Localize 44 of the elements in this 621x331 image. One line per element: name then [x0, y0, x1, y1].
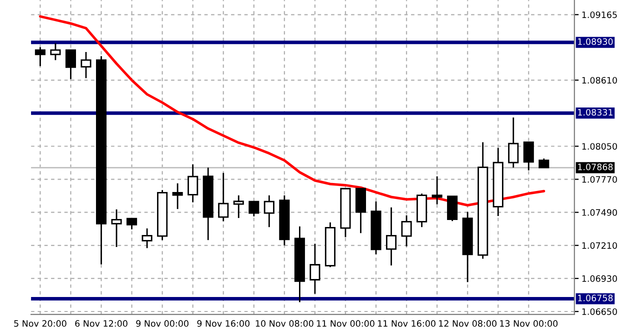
x-tick-label: 5 Nov 20:00 — [14, 320, 66, 327]
x-tick-label: 9 Nov 16:00 — [197, 320, 250, 327]
candlestick — [310, 243, 320, 294]
candlestick — [111, 208, 122, 248]
candlestick — [386, 206, 397, 266]
line-series — [38, 15, 546, 207]
candlestick — [538, 158, 550, 168]
x-tick-label: 10 Nov 08:00 — [256, 320, 314, 327]
y-tick-label: 1.07770 — [582, 176, 617, 183]
candlestick — [50, 42, 61, 61]
candlestick — [432, 176, 442, 206]
candlestick — [264, 194, 274, 228]
y-tick-label: 1.06650 — [582, 308, 617, 315]
candlestick — [65, 49, 76, 80]
candlestick — [447, 196, 458, 222]
candlestick — [233, 194, 244, 219]
candlestick — [126, 218, 138, 230]
y-tick-label: 1.06930 — [582, 275, 617, 282]
candlestick — [248, 200, 260, 218]
candlestick — [523, 142, 534, 172]
x-tick-label: 13 Nov 00:00 — [500, 320, 558, 327]
x-tick-label: 6 Nov 12:00 — [75, 320, 128, 327]
x-tick-label: 9 Nov 00:00 — [136, 320, 188, 327]
y-tick-label: 1.09165 — [582, 11, 617, 18]
y-tick-label: 1.08050 — [582, 143, 617, 150]
ref-line-label: 1.07868 — [578, 164, 613, 170]
y-tick-label: 1.07210 — [582, 242, 617, 249]
candlestick — [188, 164, 198, 204]
y-tick-label: 1.07490 — [582, 209, 617, 216]
x-tick-label: 11 Nov 00:00 — [316, 320, 374, 327]
candlestick — [401, 214, 412, 248]
candlestick — [142, 228, 152, 249]
candlestick — [172, 182, 183, 210]
candlestick — [34, 46, 46, 67]
ref-line-label: 1.08930 — [578, 38, 613, 45]
candlestick — [355, 188, 366, 234]
candlestick — [218, 172, 229, 222]
y-tick-label: 1.08610 — [582, 76, 617, 84]
candlestick — [80, 51, 92, 79]
x-tick-label: 12 Nov 08:00 — [439, 320, 496, 327]
x-tick-label: 11 Nov 16:00 — [378, 320, 436, 327]
ref-line-label: 1.06758 — [578, 294, 613, 302]
ref-line-label: 1.08331 — [578, 109, 613, 116]
candlestick — [508, 116, 519, 168]
